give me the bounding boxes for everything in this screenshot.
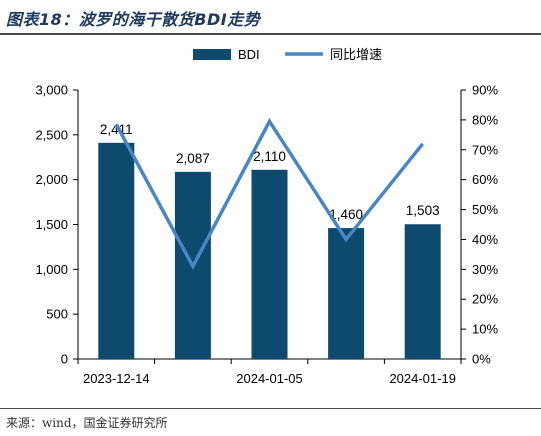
yoy-line [114, 117, 425, 271]
right-axis-tick-label: 50% [472, 202, 498, 217]
source-note: 来源：wind，国金证券研究所 [6, 416, 168, 430]
yoy-line-series [114, 117, 425, 271]
bdi-bar-label: 2,411 [100, 122, 133, 137]
left-axis-tick-label: 2,500 [35, 127, 68, 142]
bdi-bar-label: 1,503 [406, 203, 440, 218]
bdi-bar [98, 142, 135, 359]
bdi-bar [328, 228, 365, 359]
bdi-bar-label: 2,110 [253, 149, 286, 164]
legend: BDI 同比增速 [193, 47, 382, 62]
bdi-bars [98, 142, 441, 359]
legend-yoy-label: 同比增速 [330, 47, 382, 62]
x-axis-tick-label: 2024-01-05 [236, 371, 303, 386]
left-axis: 0 500 1,000 1,500 2,000 2,500 3,000 [35, 83, 79, 367]
bar-data-labels: 2,411 2,087 2,110 1,460 1,503 [100, 122, 440, 222]
bdi-bar [404, 224, 441, 359]
title-rule [0, 33, 541, 35]
bdi-bar [251, 169, 288, 359]
right-axis-tick-label: 90% [472, 83, 498, 98]
right-axis-tick-label: 40% [472, 232, 498, 247]
legend-bdi-swatch [193, 49, 231, 60]
bdi-bar-label: 1,460 [329, 207, 363, 222]
legend-bdi-label: BDI [238, 47, 260, 62]
x-axis: 2023-12-14 2024-01-05 2024-01-19 [77, 358, 462, 386]
bdi-chart: BDI 同比增速 0 500 1,000 1,500 2,000 2,500 3,000 0%… [35, 47, 498, 386]
figure-title: 图表18：波罗的海干散货BDI走势 [6, 10, 261, 29]
footer-rule [0, 408, 541, 409]
x-axis-tick-label: 2023-12-14 [83, 371, 150, 386]
right-axis-tick-label: 80% [472, 112, 498, 127]
left-axis-tick-label: 3,000 [35, 83, 68, 98]
right-axis-tick-label: 20% [472, 292, 498, 307]
left-axis-tick-label: 1,500 [35, 217, 68, 232]
right-axis-tick-label: 0% [472, 352, 491, 367]
x-axis-tick-label: 2024-01-19 [389, 371, 456, 386]
left-axis-tick-label: 1,000 [35, 262, 68, 277]
left-axis-tick-label: 0 [61, 352, 68, 367]
right-axis-tick-label: 70% [472, 142, 498, 157]
left-axis-tick-label: 500 [46, 307, 68, 322]
right-axis-tick-label: 10% [472, 322, 498, 337]
right-axis-tick-label: 30% [472, 262, 498, 277]
right-axis-tick-label: 60% [472, 172, 498, 187]
right-axis: 0% 10% 20% 30% 40% 50% 60% 70% 80% 90% [460, 83, 498, 367]
left-axis-tick-label: 2,000 [35, 172, 68, 187]
bdi-bar-label: 2,087 [176, 151, 210, 166]
